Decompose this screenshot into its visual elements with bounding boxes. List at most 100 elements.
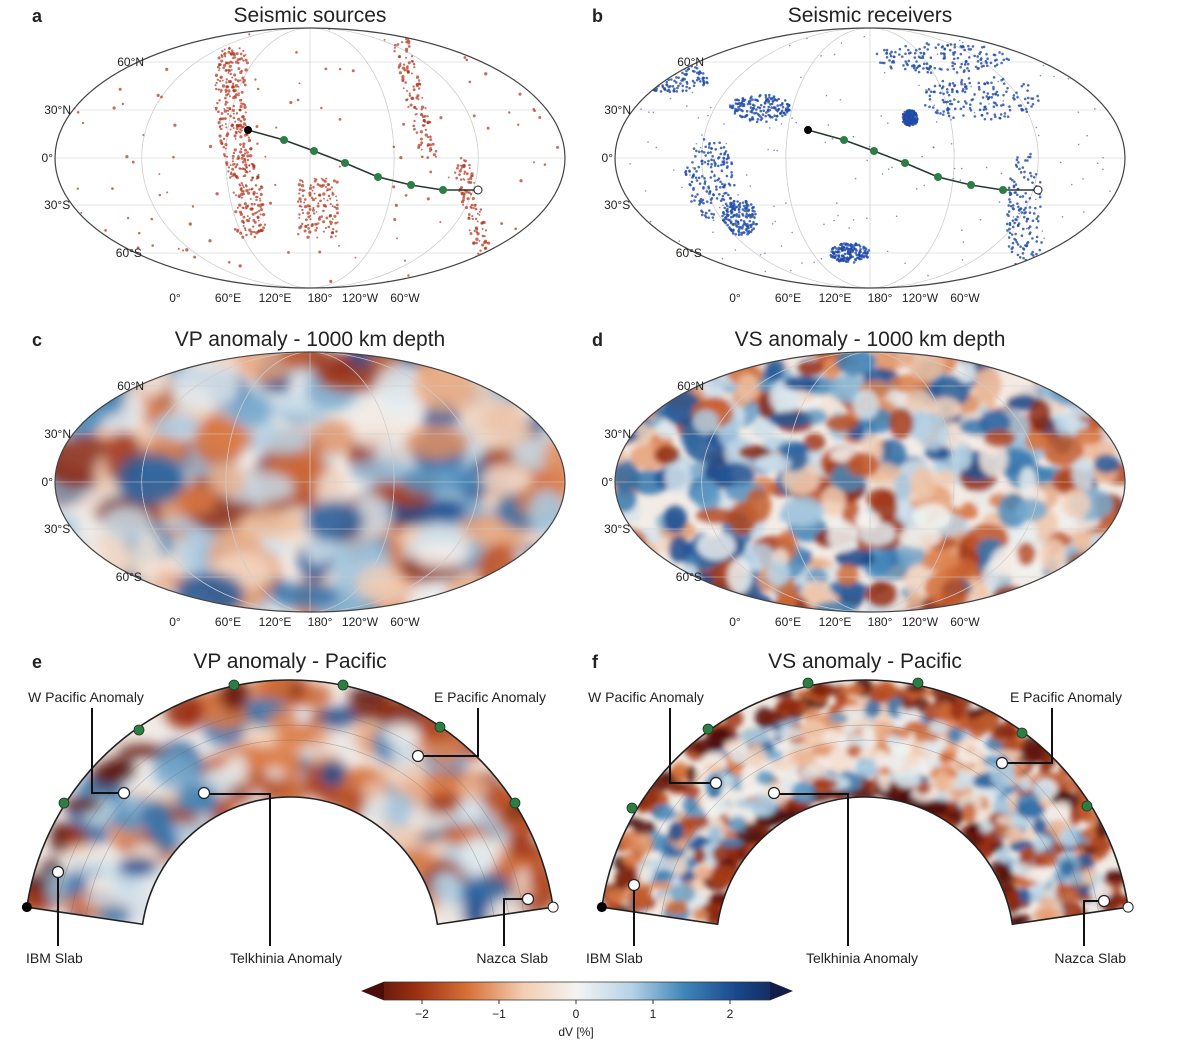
anomaly-blob bbox=[692, 409, 719, 434]
source-point bbox=[298, 213, 301, 216]
source-point bbox=[256, 203, 261, 207]
receiver-point bbox=[973, 111, 976, 114]
receiver-point bbox=[904, 112, 907, 116]
path-point bbox=[1081, 800, 1093, 812]
path-point bbox=[310, 147, 318, 155]
colorbar-tick-label: 0 bbox=[573, 1007, 580, 1021]
anomaly-blob bbox=[401, 463, 478, 496]
depth-contour bbox=[660, 739, 1070, 916]
source-point bbox=[428, 147, 433, 151]
annotation-marker bbox=[197, 786, 211, 800]
source-point bbox=[260, 229, 263, 232]
source-point bbox=[263, 223, 267, 226]
anomaly-blob bbox=[269, 582, 340, 610]
receiver-point bbox=[850, 245, 854, 249]
receiver-point bbox=[1011, 219, 1015, 222]
receiver-point bbox=[1019, 267, 1022, 270]
receiver-point bbox=[736, 200, 739, 203]
receiver-point bbox=[1031, 237, 1034, 240]
receiver-point bbox=[749, 214, 752, 217]
receiver-point bbox=[700, 162, 704, 166]
receiver-point bbox=[806, 37, 808, 40]
receiver-point bbox=[715, 197, 719, 200]
receiver-point bbox=[728, 206, 730, 208]
receiver-point bbox=[947, 114, 951, 118]
lon-label: 60°E bbox=[215, 615, 241, 629]
receiver-point bbox=[1013, 221, 1016, 225]
source-point bbox=[226, 61, 230, 65]
source-point bbox=[467, 191, 471, 195]
anomaly-blob bbox=[897, 543, 925, 567]
receiver-point bbox=[918, 64, 921, 68]
receiver-point bbox=[959, 179, 962, 182]
source-point bbox=[245, 184, 248, 188]
anomaly-blob bbox=[607, 887, 627, 904]
source-point bbox=[165, 67, 169, 71]
receiver-point bbox=[729, 204, 733, 207]
source-point bbox=[241, 189, 245, 193]
source-point bbox=[404, 47, 409, 52]
receiver-point bbox=[1009, 33, 1012, 36]
path-point bbox=[999, 186, 1007, 194]
receiver-point bbox=[669, 97, 672, 100]
anomaly-blob bbox=[661, 600, 694, 612]
lat-label: 30°S bbox=[44, 198, 70, 212]
source-point bbox=[227, 89, 231, 93]
source-point bbox=[403, 259, 407, 262]
receiver-point bbox=[1068, 64, 1070, 67]
receiver-point bbox=[1031, 103, 1035, 106]
anomaly-blob bbox=[1080, 828, 1097, 841]
anomaly-blob bbox=[229, 391, 274, 428]
source-point bbox=[218, 67, 221, 70]
annotation-label: W Pacific Anomaly bbox=[588, 689, 704, 705]
source-point bbox=[468, 80, 472, 84]
source-point bbox=[315, 226, 319, 230]
anomaly-blob bbox=[226, 754, 249, 786]
receiver-point bbox=[1035, 240, 1038, 243]
receiver-point bbox=[700, 213, 704, 217]
source-point bbox=[305, 218, 308, 222]
source-point bbox=[474, 207, 478, 211]
receiver-point bbox=[950, 118, 952, 121]
source-point bbox=[238, 203, 242, 207]
source-point bbox=[412, 88, 416, 92]
receiver-point bbox=[923, 103, 927, 107]
receiver-point bbox=[1060, 161, 1062, 164]
lon-label: 0° bbox=[169, 615, 181, 629]
receiver-point bbox=[737, 227, 741, 231]
receiver-point bbox=[707, 159, 710, 163]
receiver-point bbox=[1019, 104, 1023, 107]
source-point bbox=[461, 164, 464, 167]
receiver-point bbox=[946, 91, 949, 94]
source-point bbox=[131, 160, 135, 164]
source-point bbox=[237, 92, 240, 95]
anomaly-blob bbox=[850, 718, 873, 728]
source-point bbox=[560, 188, 563, 191]
source-point bbox=[246, 191, 251, 195]
source-point bbox=[76, 110, 80, 114]
receiver-point bbox=[647, 87, 651, 90]
receiver-point bbox=[723, 123, 725, 125]
source-point bbox=[487, 268, 490, 271]
receiver-point bbox=[757, 114, 761, 117]
receiver-point bbox=[758, 93, 762, 97]
source-point bbox=[304, 225, 308, 228]
receiver-point bbox=[1031, 219, 1035, 223]
receiver-point bbox=[883, 71, 886, 74]
receiver-point bbox=[691, 161, 694, 164]
source-point bbox=[473, 181, 476, 184]
source-point bbox=[320, 215, 324, 218]
source-point bbox=[237, 85, 240, 88]
source-point bbox=[481, 262, 485, 265]
receiver-point bbox=[749, 185, 752, 187]
receiver-point bbox=[702, 201, 705, 205]
source-point bbox=[383, 38, 386, 41]
source-point bbox=[456, 166, 459, 170]
receiver-point bbox=[639, 78, 642, 81]
source-point bbox=[301, 208, 304, 212]
anomaly-blob bbox=[385, 792, 416, 827]
source-point bbox=[208, 144, 213, 149]
source-point bbox=[228, 64, 232, 69]
source-point bbox=[301, 222, 304, 226]
anomaly-blob bbox=[850, 788, 876, 803]
